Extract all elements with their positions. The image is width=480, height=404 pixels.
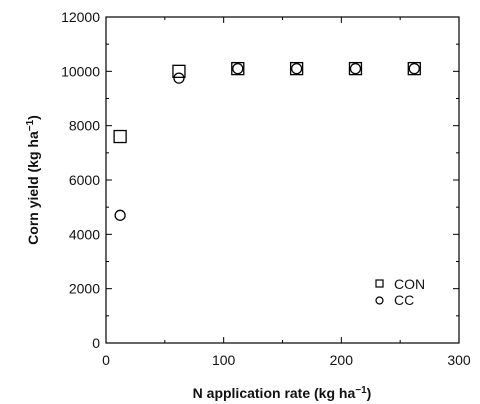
data-point-con (172, 64, 186, 78)
legend-label-con: CON (394, 276, 425, 292)
plot-area-frame (105, 16, 460, 344)
data-point-con (407, 61, 421, 76)
data-point-cc (173, 72, 185, 84)
ticks-layer: 0 2000 4000 6000 8000 10000 12000 0 100 200 300 (61, 9, 471, 368)
data-point-cc (114, 209, 126, 221)
data-point-cc (408, 62, 420, 75)
y-tick-label: 2000 (69, 281, 100, 297)
y-tick-label: 8000 (69, 118, 100, 134)
data-point-con (113, 129, 127, 144)
y-tick-label: 12000 (61, 9, 100, 25)
data-point-con (289, 61, 304, 76)
data-point-con (231, 61, 245, 76)
x-tick-label: 200 (330, 352, 354, 368)
legend-label-cc: CC (394, 292, 414, 308)
x-tick-label: 0 (102, 352, 110, 368)
data-point-cc (232, 62, 244, 75)
x-axis-title: N application rate (kg ha−1) (193, 385, 372, 401)
data-point-con (348, 61, 363, 76)
legend-item-cc: CC (375, 292, 414, 308)
y-axis-title: Corn yield (kg ha−1) (25, 115, 41, 245)
x-tick-label: 100 (212, 352, 236, 368)
y-tick-label: 0 (92, 335, 100, 351)
legend-item-con: CON (375, 276, 425, 292)
data-point-cc (349, 62, 362, 75)
x-tick-label: 300 (447, 352, 471, 368)
points-layer (113, 61, 421, 221)
y-tick-label: 10000 (61, 63, 100, 79)
legend-circle-marker (375, 296, 384, 305)
legend-square-marker (375, 279, 384, 288)
y-tick-label: 6000 (69, 172, 100, 188)
legend: CON CC (375, 276, 425, 308)
data-point-cc (290, 62, 303, 75)
y-tick-label: 4000 (69, 226, 100, 242)
